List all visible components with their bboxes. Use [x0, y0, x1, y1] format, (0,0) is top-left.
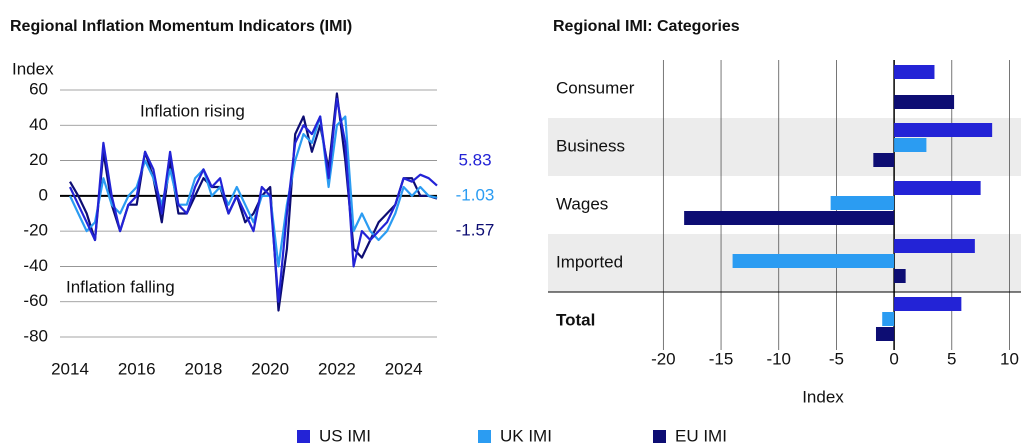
bar — [894, 65, 935, 79]
bar — [894, 95, 955, 109]
bar — [894, 138, 927, 152]
end-value-label: -1.03 — [456, 185, 495, 204]
bar — [732, 254, 895, 268]
x-tick-label: 5 — [947, 349, 956, 368]
bar — [894, 181, 981, 195]
line — [69, 97, 438, 303]
line — [69, 92, 438, 312]
x-tick-label: 2020 — [251, 359, 289, 378]
bar — [875, 327, 895, 341]
bar — [684, 211, 895, 225]
y-tick-label: -80 — [23, 326, 48, 345]
annotation: Inflation rising — [140, 101, 245, 120]
chart-title: Regional IMI: Categories — [553, 18, 740, 35]
y-tick-label: -60 — [23, 291, 48, 310]
x-tick-label: -5 — [829, 349, 844, 368]
x-tick-label: 2016 — [118, 359, 156, 378]
bar — [830, 196, 895, 210]
category-label: Business — [556, 136, 625, 155]
annotation: Inflation falling — [66, 277, 175, 296]
line — [69, 115, 438, 268]
legend-swatch — [653, 430, 666, 443]
end-value-label: -1.57 — [456, 220, 495, 239]
y-tick-label: 20 — [29, 150, 48, 169]
x-tick-label: 2024 — [385, 359, 423, 378]
x-tick-label: 0 — [889, 349, 898, 368]
x-tick-label: -10 — [766, 349, 791, 368]
category-label: Imported — [556, 252, 623, 271]
x-tick-label: 10 — [1000, 349, 1019, 368]
y-tick-label: -20 — [23, 221, 48, 240]
end-value-label: 5.83 — [458, 150, 491, 169]
y-tick-label: 40 — [29, 115, 48, 134]
y-axis-label: Index — [12, 59, 54, 78]
x-tick-label: -15 — [709, 349, 734, 368]
chart-title: Regional Inflation Momentum Indicators (… — [10, 18, 352, 35]
x-tick-label: 2014 — [51, 359, 89, 378]
legend-label: UK IMI — [500, 426, 552, 445]
y-tick-label: 60 — [29, 79, 48, 98]
legend-swatch — [478, 430, 491, 443]
bar — [894, 269, 906, 283]
category-label: Consumer — [556, 78, 635, 97]
legend-swatch — [297, 430, 310, 443]
x-axis-label: Index — [802, 387, 844, 406]
legend-label: US IMI — [319, 426, 371, 445]
bar — [873, 153, 895, 167]
bar — [894, 239, 975, 253]
category-label: Total — [556, 310, 595, 329]
bar — [894, 123, 993, 137]
x-tick-label: -20 — [651, 349, 676, 368]
x-tick-label: 2018 — [185, 359, 223, 378]
legend-label: EU IMI — [675, 426, 727, 445]
y-tick-label: 0 — [39, 185, 48, 204]
bar — [882, 312, 895, 326]
bar — [894, 297, 962, 311]
x-tick-label: 2022 — [318, 359, 356, 378]
category-label: Wages — [556, 194, 608, 213]
y-tick-label: -40 — [23, 256, 48, 275]
